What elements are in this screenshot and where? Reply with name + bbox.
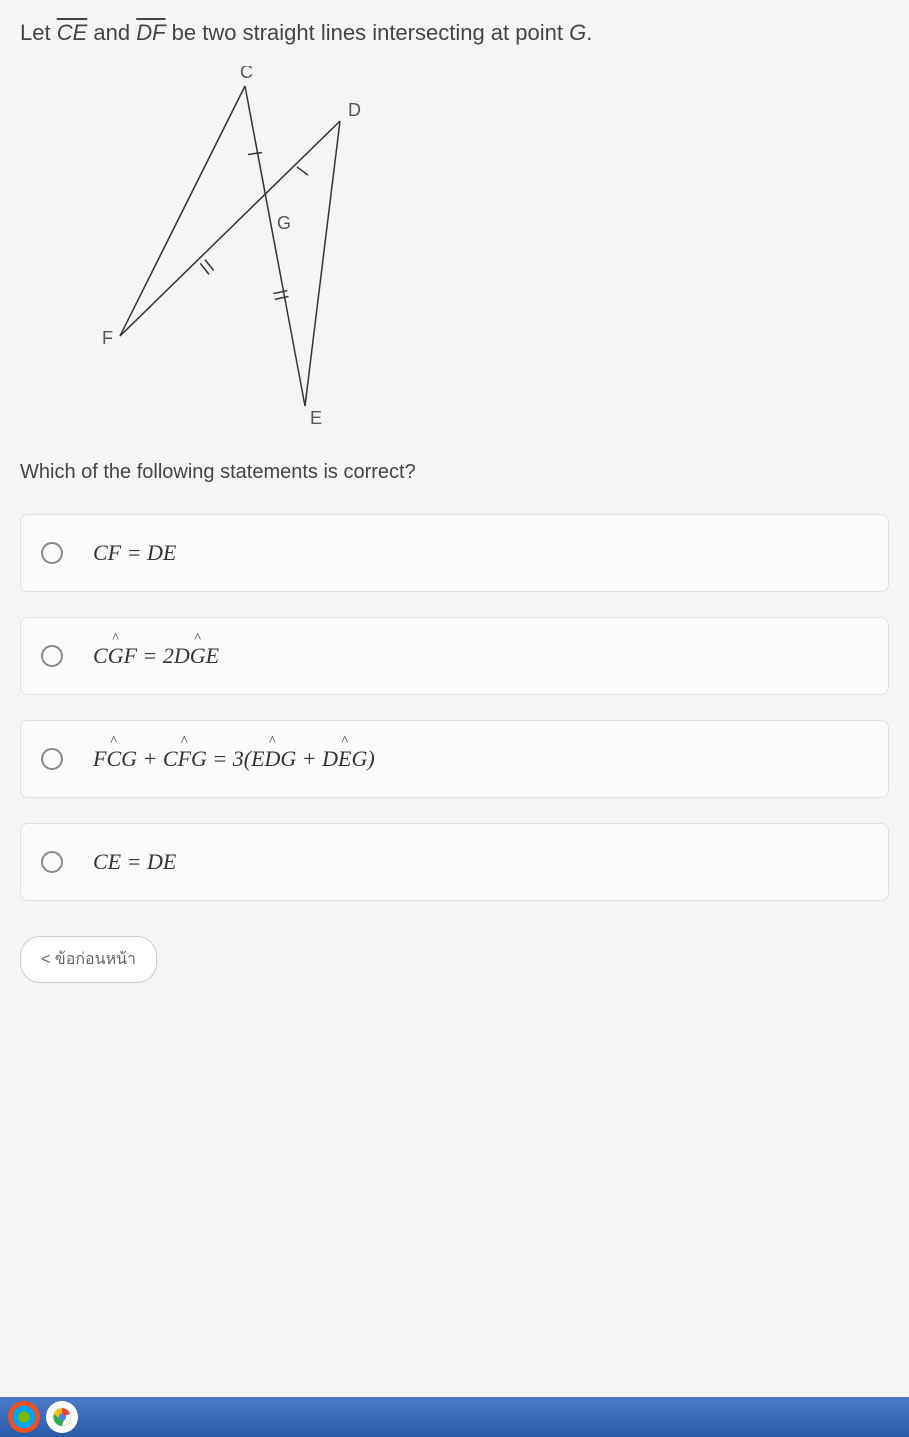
back-button[interactable]: < ข้อก่อนหน้า: [20, 936, 157, 983]
radio-icon[interactable]: [41, 748, 63, 770]
q-mid: and: [87, 20, 136, 45]
radio-icon[interactable]: [41, 542, 63, 564]
q-suffix: be two straight lines intersecting at po…: [166, 20, 570, 45]
q-point: G: [569, 20, 586, 45]
radio-icon[interactable]: [41, 645, 63, 667]
svg-text:C: C: [240, 66, 253, 82]
option-4[interactable]: CE = DE: [20, 823, 889, 901]
q-end: .: [586, 20, 592, 45]
svg-text:F: F: [102, 328, 113, 348]
prompt-text: Which of the following statements is cor…: [20, 461, 889, 484]
taskbar: [0, 1397, 909, 1437]
svg-text:E: E: [310, 408, 322, 428]
option-text: CF = DE: [93, 540, 176, 566]
q-line2: DF: [136, 20, 165, 45]
option-text: CE = DE: [93, 849, 176, 875]
question-text: Let CE and DF be two straight lines inte…: [20, 20, 889, 46]
option-3[interactable]: FCG + CFG = 3(EDG + DEG): [20, 720, 889, 798]
svg-text:G: G: [277, 213, 291, 233]
q-line1: CE: [57, 20, 88, 45]
geometry-diagram: C D G F E: [80, 66, 889, 441]
option-text: FCG + CFG = 3(EDG + DEG): [93, 746, 375, 772]
option-1[interactable]: CF = DE: [20, 514, 889, 592]
option-2[interactable]: CGF = 2DGE: [20, 617, 889, 695]
chrome-icon[interactable]: [46, 1401, 78, 1433]
radio-icon[interactable]: [41, 851, 63, 873]
option-text: CGF = 2DGE: [93, 643, 219, 669]
q-prefix: Let: [20, 20, 57, 45]
svg-text:D: D: [348, 100, 361, 120]
start-button-icon[interactable]: [8, 1401, 40, 1433]
